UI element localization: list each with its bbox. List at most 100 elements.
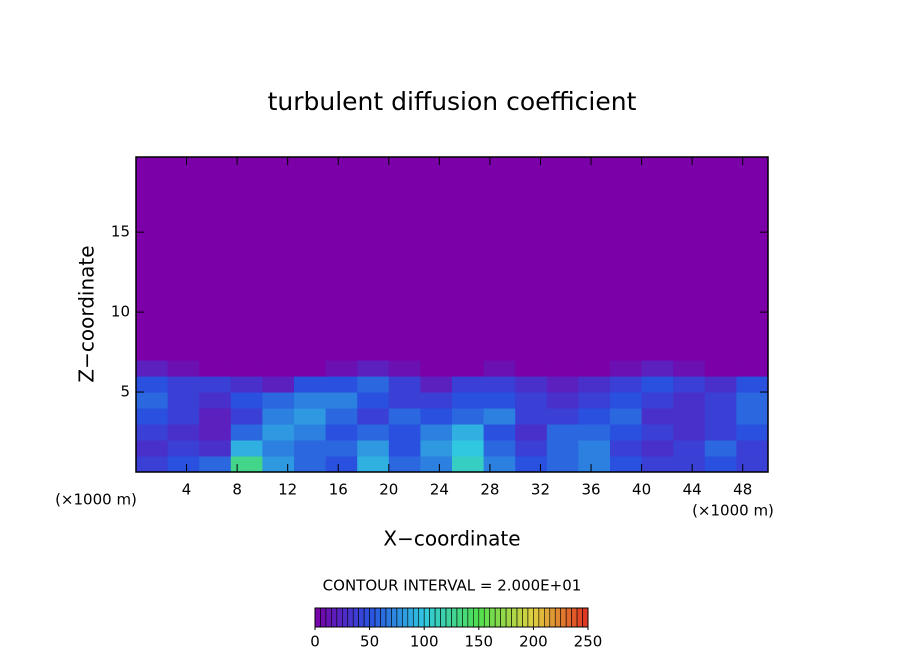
heat-cell xyxy=(167,440,200,457)
heat-cell xyxy=(325,157,358,361)
heat-cell xyxy=(736,440,769,457)
heat-cell xyxy=(736,157,769,361)
heat-cell xyxy=(357,157,390,361)
colorbar-segment xyxy=(456,607,463,628)
colorbar-segment xyxy=(483,607,491,628)
colorbar-segment xyxy=(538,607,545,628)
colorbar-segment xyxy=(347,607,354,628)
heat-cell xyxy=(230,440,263,457)
heat-cell xyxy=(641,424,674,441)
heat-cell xyxy=(294,424,327,441)
heat-cell xyxy=(704,424,737,441)
heat-cell xyxy=(357,408,390,425)
colorbar-segment xyxy=(440,607,447,628)
heat-cell xyxy=(546,440,579,457)
colorbar-segment xyxy=(527,607,534,628)
heat-cell xyxy=(452,440,485,457)
colorbar-tick-label: 200 xyxy=(519,633,548,651)
heat-cell xyxy=(388,360,421,377)
colorbar-segment xyxy=(314,607,321,628)
colorbar-segment xyxy=(478,607,485,628)
colorbar-segment xyxy=(467,607,474,628)
colorbar-segment xyxy=(391,607,398,628)
heat-cell xyxy=(515,360,548,377)
heat-cell xyxy=(388,392,421,409)
heat-cell xyxy=(515,424,548,441)
heat-cell xyxy=(610,360,643,377)
colorbar-segment xyxy=(576,607,583,628)
heat-cell xyxy=(546,392,579,409)
heat-cell xyxy=(388,424,421,441)
heat-cell xyxy=(230,408,263,425)
heat-cell xyxy=(641,408,674,425)
x-tick-label: 16 xyxy=(329,481,348,499)
colorbar-segment xyxy=(434,607,441,628)
heat-cell xyxy=(294,392,327,409)
heat-cell xyxy=(325,360,358,377)
heat-cell xyxy=(641,440,674,457)
heat-cell xyxy=(578,157,611,361)
heat-cell xyxy=(483,157,516,361)
x-tick-label: 44 xyxy=(683,481,702,499)
heat-cell xyxy=(420,360,453,377)
y-tick-label: 5 xyxy=(120,383,130,401)
heat-cell xyxy=(199,392,232,409)
heat-cell xyxy=(578,408,611,425)
heat-cell xyxy=(294,408,327,425)
x-tick-label: 36 xyxy=(581,481,600,499)
heat-cell xyxy=(230,376,263,393)
colorbar-segment xyxy=(560,607,567,628)
colorbar-segment xyxy=(445,607,452,628)
heat-cell xyxy=(641,392,674,409)
heat-cell xyxy=(610,456,643,473)
heat-cell xyxy=(357,392,390,409)
colorbar-segment xyxy=(363,607,370,628)
heat-cell xyxy=(262,408,295,425)
colorbar-tick-label: 150 xyxy=(464,633,493,651)
heat-cell xyxy=(704,456,737,473)
x-axis-label: X−coordinate xyxy=(383,527,520,551)
heat-cell xyxy=(136,408,169,425)
heat-cell xyxy=(704,157,737,361)
colorbar-segment xyxy=(374,607,381,628)
heat-cell xyxy=(673,376,706,393)
colorbar-segment xyxy=(489,607,496,628)
heat-cell xyxy=(420,376,453,393)
colorbar-segment xyxy=(369,607,376,628)
colorbar-segment xyxy=(533,607,540,628)
heat-cell xyxy=(704,440,737,457)
heat-cell xyxy=(641,157,674,361)
heat-cell xyxy=(262,376,295,393)
heat-cell xyxy=(325,440,358,457)
x-tick-label: 4 xyxy=(182,481,192,499)
heat-cell xyxy=(136,376,169,393)
heat-cell xyxy=(388,157,421,361)
heat-cell xyxy=(515,440,548,457)
heat-cell xyxy=(420,157,453,361)
heat-cell xyxy=(262,456,295,473)
heat-cell xyxy=(673,408,706,425)
heat-cell xyxy=(294,456,327,473)
heat-cell xyxy=(294,440,327,457)
heat-cell xyxy=(673,157,706,361)
heat-cell xyxy=(736,408,769,425)
x-unit: (×1000 m) xyxy=(55,491,137,509)
x-tick-label: 48 xyxy=(733,481,752,499)
heat-cell xyxy=(610,392,643,409)
heat-cell xyxy=(420,456,453,473)
heat-cell xyxy=(136,424,169,441)
heat-cell xyxy=(673,424,706,441)
colorbar-segment xyxy=(494,607,501,628)
heat-cell xyxy=(483,424,516,441)
heat-cell xyxy=(736,376,769,393)
colorbar-segment xyxy=(473,607,480,628)
heat-cell xyxy=(420,440,453,457)
heat-cell xyxy=(325,456,358,473)
heat-cell xyxy=(673,456,706,473)
y-axis-label: Z−coordinate xyxy=(75,245,99,382)
heat-cell xyxy=(262,157,295,361)
y-tick-label: 10 xyxy=(111,303,130,321)
heat-cell xyxy=(325,408,358,425)
heat-cell xyxy=(388,456,421,473)
